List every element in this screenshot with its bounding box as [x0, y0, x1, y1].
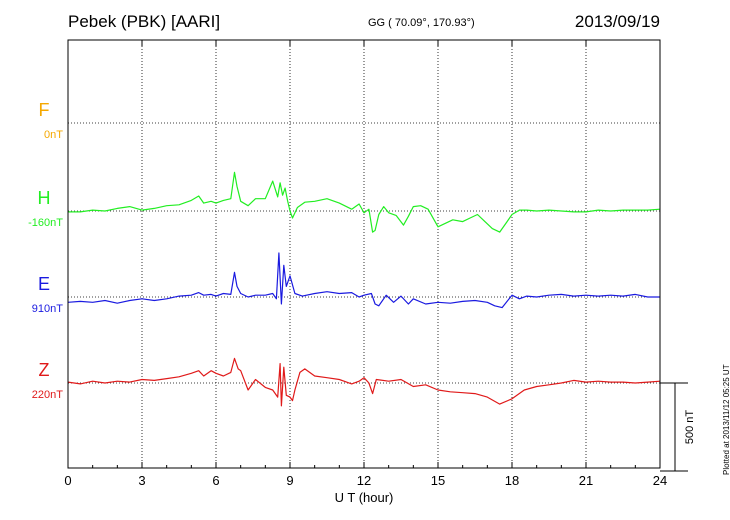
series-offset-e: 910nT	[32, 303, 63, 315]
chart-title: Pebek (PBK) [AARI]	[68, 12, 221, 31]
series-label-h: H	[38, 188, 51, 208]
series-line-e	[67, 252, 660, 309]
x-tick-label: 3	[138, 473, 145, 488]
x-tick-label: 21	[579, 473, 593, 488]
x-axis-ticks: 0 3 6 9 12 15 18 21 24	[64, 40, 667, 488]
x-tick-label: 6	[212, 473, 219, 488]
series-offset-f: 0nT	[44, 129, 63, 141]
scale-bar-label: 500 nT	[684, 410, 696, 445]
x-tick-label: 24	[653, 473, 667, 488]
series-line-z	[67, 357, 661, 407]
scale-bar: 500 nT	[660, 382, 696, 472]
series-group	[67, 171, 661, 407]
x-tick-label: 12	[357, 473, 371, 488]
series-label-e: E	[38, 274, 50, 294]
x-tick-label: 18	[505, 473, 519, 488]
series-offset-h: -160nT	[28, 217, 63, 229]
series-label-z: Z	[39, 360, 50, 380]
x-axis-label: U T (hour)	[335, 490, 394, 505]
x-tick-label: 9	[286, 473, 293, 488]
x-tick-label: 15	[431, 473, 445, 488]
x-tick-label: 0	[64, 473, 71, 488]
grid	[141, 40, 587, 468]
series-line-h	[68, 171, 661, 233]
station-coordinates: GG ( 70.09°, 170.93°)	[368, 17, 475, 29]
series-label-f: F	[39, 100, 50, 120]
series-labels: F 0nT H -160nT E 910nT Z 220nT	[28, 100, 63, 401]
chart-date: 2013/09/19	[574, 12, 660, 31]
series-offset-z: 220nT	[32, 389, 63, 401]
